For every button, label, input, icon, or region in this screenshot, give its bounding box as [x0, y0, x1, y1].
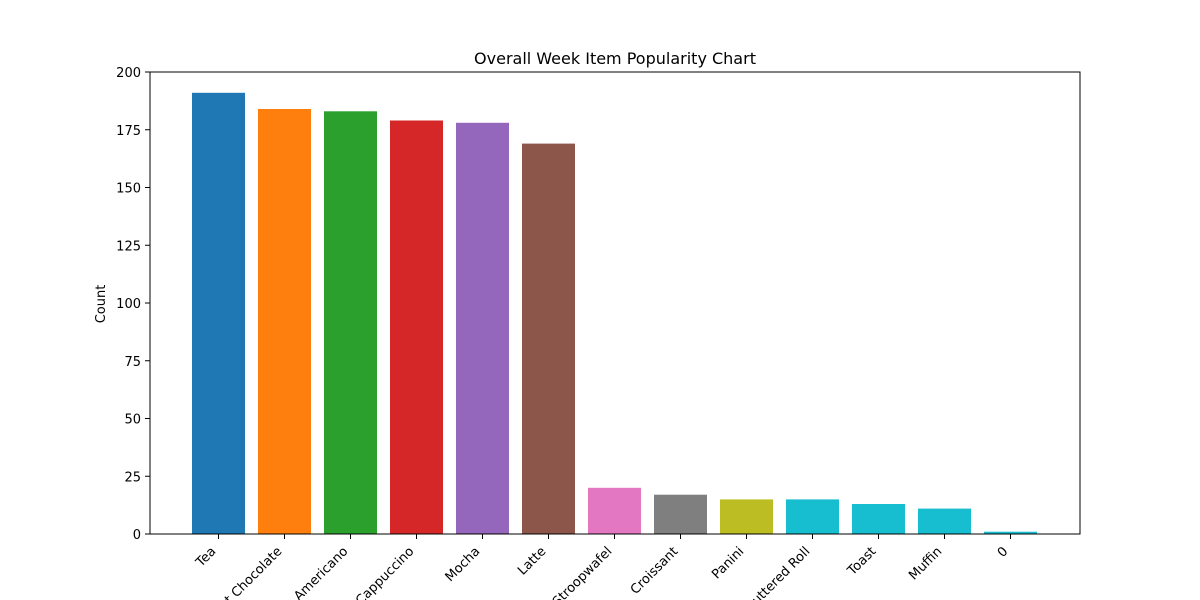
bar-panini	[720, 499, 773, 534]
y-tick-label: 100	[116, 297, 141, 312]
x-tick-label: Latte	[515, 544, 549, 578]
bar-hot-chocolate	[258, 109, 311, 534]
y-tick-label: 50	[124, 413, 141, 428]
y-ticks-group: 0 25 50 75 100 125 150 175 200	[116, 66, 150, 543]
y-tick-label: 200	[116, 66, 141, 81]
x-tick-label: Toast	[844, 544, 879, 579]
bar-buttered-roll	[786, 499, 839, 534]
bar-stroopwafel	[588, 487, 641, 534]
bar-0	[984, 531, 1037, 534]
plot-frame	[149, 71, 1081, 535]
x-tick-label: Cappuccino	[353, 544, 417, 600]
y-tick-label: 25	[124, 470, 141, 485]
x-tick-label: Croissant	[628, 544, 681, 597]
y-tick-label: 150	[116, 182, 141, 197]
bar-latte	[522, 143, 575, 534]
y-tick-label: 75	[124, 355, 141, 370]
x-tick-label: Buttered Roll	[743, 544, 813, 600]
bar-toast	[852, 504, 905, 534]
x-tick-label: Stroopwafel	[550, 544, 615, 600]
y-axis-label: Count	[94, 285, 109, 324]
chart-title: Overall Week Item Popularity Chart	[474, 49, 756, 68]
x-tick-label: Muffin	[906, 544, 945, 583]
x-tick-label: Tea	[193, 544, 220, 571]
x-tick-label: Panini	[709, 544, 747, 582]
bar-mocha	[456, 122, 509, 535]
bar-americano	[324, 111, 377, 535]
bar-croissant	[654, 494, 707, 534]
x-tick-label: Hot Chocolate	[210, 544, 286, 600]
bar-muffin	[918, 508, 971, 534]
bar-cappuccino	[390, 120, 443, 534]
bar-tea	[192, 92, 245, 535]
x-tick-label: 0	[995, 544, 1011, 560]
bars-group	[192, 92, 1037, 535]
y-tick-label: 175	[116, 124, 141, 139]
x-tick-label: Mocha	[443, 544, 484, 585]
y-tick-label: 0	[133, 528, 141, 543]
y-tick-label: 125	[116, 239, 141, 254]
x-tick-label: Americano	[291, 544, 351, 600]
